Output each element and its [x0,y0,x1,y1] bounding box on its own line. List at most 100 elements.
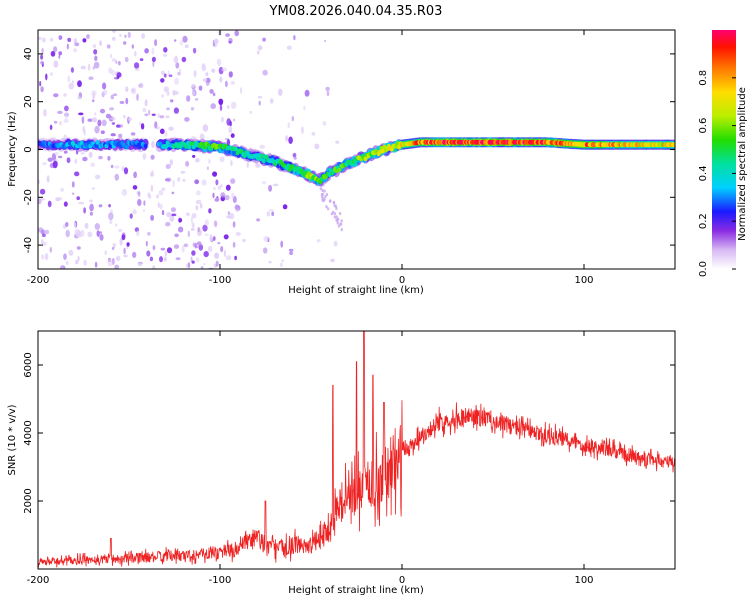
heatmap-noise-cell [159,128,165,135]
heatmap-noise-cell [205,72,209,77]
heatmap-noise-cell [74,222,77,228]
heatmap-noise-cell [227,211,231,216]
heatmap-noise-cell [165,164,171,169]
heatmap-noise-cell [165,115,170,119]
heatmap-noise-cell [289,251,293,256]
heatmap-noise-cell [112,242,116,249]
heatmap-noise-cell [214,198,220,202]
spectrogram-x-ticks: -200 -100 0 100 [27,30,594,286]
heatmap-noise-cell [141,33,146,39]
heatmap-noise-cell [195,158,200,163]
heatmap-noise-cell [201,63,206,68]
heatmap-noise-cell [150,154,155,160]
heatmap-noise-cell [158,190,164,196]
heatmap-noise-cell [325,205,328,209]
heatmap-noise-cell [203,251,209,258]
heatmap-noise-cell [142,107,147,113]
heatmap-noise-cell [109,219,113,225]
heatmap-noise-cell [110,133,116,137]
heatmap-noise-cell [293,35,296,41]
heatmap-ridge-cell [261,158,266,164]
heatmap-noise-cell [144,113,149,117]
snr-series-line [38,331,675,568]
heatmap-noise-cell [41,47,44,55]
heatmap-noise-cell [148,109,151,116]
heatmap-noise-cell [196,241,202,246]
heatmap-ridge-cell [95,140,100,145]
heatmap-noise-cell [41,37,46,43]
heatmap-noise-cell [143,200,146,206]
heatmap-noise-cell [75,259,79,265]
heatmap-noise-cell [217,185,222,191]
heatmap-noise-cell [140,123,145,130]
heatmap-noise-cell [128,117,132,122]
heatmap-noise-cell [174,39,177,42]
heatmap-noise-cell [142,209,145,213]
heatmap-noise-cell [338,211,342,216]
heatmap-noise-cell [187,262,191,269]
heatmap-noise-cell [111,58,116,62]
heatmap-noise-cell [99,40,102,46]
heatmap-noise-cell [114,173,120,181]
heatmap-noise-cell [64,111,69,119]
heatmap-noise-cell [335,218,338,222]
heatmap-noise-cell [323,189,326,193]
heatmap-noise-cell [124,34,127,38]
heatmap-noise-cell [174,90,179,95]
heatmap-noise-cell [163,47,168,53]
heatmap-noise-cell [104,250,108,255]
snr-x-tick-label: 0 [399,575,405,586]
heatmap-noise-cell [234,204,240,211]
heatmap-noise-cell [157,113,160,118]
heatmap-noise-cell [161,94,165,98]
heatmap-noise-cell [164,250,168,257]
heatmap-noise-cell [53,46,58,53]
heatmap-noise-cell [111,122,116,125]
heatmap-noise-cell [60,265,66,269]
heatmap-noise-cell [93,49,98,55]
heatmap-noise-cell [234,255,237,261]
colorbar-ticks: 0.0 0.2 0.4 0.6 0.8 [698,70,736,277]
heatmap-noise-cell [81,116,85,124]
heatmap-noise-cell [125,97,129,105]
heatmap-noise-cell [63,118,69,123]
heatmap-noise-cell [249,110,252,114]
heatmap-noise-cell [202,124,209,132]
heatmap-noise-cell [292,152,297,158]
heatmap-noise-cell [40,86,44,93]
heatmap-noise-cell [154,39,158,47]
heatmap-noise-cell [71,192,75,195]
heatmap-noise-cell [57,155,63,159]
heatmap-noise-cell [210,103,216,110]
heatmap-noise-cell [74,228,81,236]
heatmap-noise-cell [73,48,77,53]
heatmap-noise-cell [206,166,209,170]
heatmap-noise-cell [146,250,151,257]
heatmap-noise-cell [191,250,196,256]
colorbar-tick-label: 0.2 [698,213,709,229]
heatmap-noise-cell [169,159,173,166]
heatmap-noise-cell [230,81,235,85]
heatmap-noise-cell [325,192,329,197]
heatmap-noise-cell [74,158,78,164]
snr-x-ticks: -200 -100 0 100 [27,331,594,586]
heatmap-noise-cell [324,39,327,43]
heatmap-noise-cell [50,50,56,57]
heatmap-noise-cell [76,246,81,250]
heatmap-noise-cell [123,254,128,258]
colorbar-tick-label: 0.6 [698,118,709,134]
heatmap-noise-cell [110,116,116,121]
heatmap-noise-cell [130,132,136,136]
heatmap-noise-cell [42,241,47,246]
heatmap-noise-cell [80,152,85,155]
heatmap-noise-cell [151,140,155,148]
heatmap-noise-cell [201,179,207,186]
heatmap-noise-cell [190,228,195,231]
heatmap-noise-cell [279,262,283,267]
heatmap-noise-cell [55,197,61,202]
heatmap-noise-cell [58,35,63,40]
heatmap-noise-cell [321,188,324,193]
heatmap-noise-cell [169,215,175,222]
